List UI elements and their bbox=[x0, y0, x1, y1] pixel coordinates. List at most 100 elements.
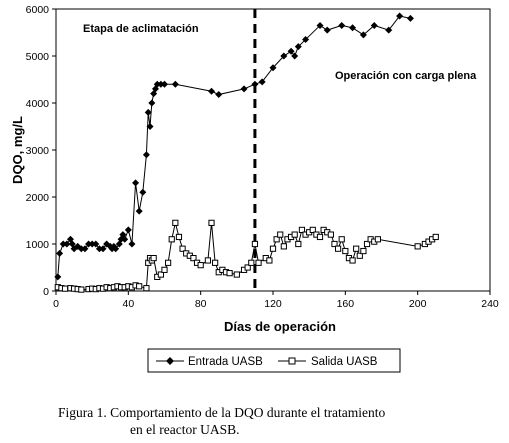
data-point-salida bbox=[136, 283, 143, 290]
data-point-entrada bbox=[81, 245, 89, 253]
data-point-salida bbox=[251, 240, 259, 248]
data-point-entrada bbox=[370, 21, 378, 29]
data-point-salida bbox=[298, 226, 306, 234]
y-tick-label: 5000 bbox=[26, 51, 50, 63]
data-point-entrada bbox=[112, 245, 120, 253]
data-point-salida bbox=[175, 233, 183, 241]
data-point-salida bbox=[349, 257, 356, 264]
data-point-entrada bbox=[251, 80, 259, 88]
data-point-entrada bbox=[121, 235, 129, 243]
data-point-salida bbox=[61, 285, 69, 292]
series-line bbox=[57, 15, 411, 277]
data-point-entrada bbox=[208, 87, 216, 95]
x-tick-label: 200 bbox=[409, 298, 427, 310]
data-point-salida bbox=[342, 247, 349, 255]
data-point-entrada bbox=[215, 91, 223, 99]
data-point-entrada bbox=[153, 80, 161, 88]
data-point-salida bbox=[291, 231, 298, 238]
series-entrada-uasb bbox=[54, 12, 414, 281]
data-point-entrada bbox=[99, 245, 107, 253]
data-point-salida bbox=[172, 219, 179, 226]
y-tick-label: 4000 bbox=[26, 98, 50, 110]
data-point-entrada bbox=[280, 52, 288, 60]
data-point-salida bbox=[197, 262, 204, 269]
data-point-entrada bbox=[171, 80, 179, 88]
data-point-entrada bbox=[132, 179, 140, 187]
data-point-salida bbox=[78, 286, 85, 293]
data-point-salida bbox=[179, 245, 186, 252]
data-point-salida bbox=[168, 236, 175, 243]
series-line bbox=[57, 222, 437, 291]
data-point-salida bbox=[190, 255, 197, 262]
data-point-salida bbox=[316, 233, 324, 241]
chart: 0 40 80 120 160 200 240 0 1000 2000 3000 4000 5000 6… bbox=[10, 4, 499, 373]
data-point-entrada bbox=[302, 36, 310, 44]
data-point-entrada bbox=[359, 31, 367, 39]
caption-line-1: Figura 1. Comportamiento de la DQO duran… bbox=[58, 405, 386, 420]
data-point-salida bbox=[269, 245, 277, 252]
data-point-entrada bbox=[54, 273, 62, 281]
data-point-salida bbox=[244, 264, 251, 271]
data-point-salida bbox=[327, 231, 334, 238]
data-point-salida bbox=[335, 245, 342, 252]
data-point-entrada bbox=[157, 80, 165, 88]
data-point-entrada bbox=[161, 80, 168, 88]
data-point-salida bbox=[360, 247, 367, 255]
x-axis-ticks: 0 40 80 120 160 200 240 bbox=[53, 291, 499, 310]
data-point-entrada bbox=[124, 226, 132, 234]
x-tick-label: 240 bbox=[481, 298, 499, 310]
caption-line-2: en el reactor UASB. bbox=[130, 422, 240, 437]
data-point-salida bbox=[432, 233, 439, 241]
data-point-salida bbox=[208, 219, 215, 226]
data-point-entrada bbox=[323, 26, 331, 34]
data-point-entrada bbox=[338, 21, 346, 29]
data-point-salida bbox=[353, 245, 360, 252]
annotation-phase2: Operación con carga plena bbox=[335, 70, 477, 82]
data-point-entrada bbox=[294, 43, 302, 51]
data-point-entrada bbox=[291, 52, 299, 60]
data-point-salida bbox=[233, 271, 240, 278]
series-salida-uasb bbox=[54, 219, 439, 293]
y-tick-label: 3000 bbox=[26, 145, 50, 157]
data-point-entrada bbox=[92, 240, 100, 248]
data-point-entrada bbox=[95, 245, 103, 253]
y-tick-label: 6000 bbox=[26, 4, 50, 16]
y-tick-label: 2000 bbox=[26, 192, 50, 204]
data-point-entrada bbox=[269, 64, 277, 72]
data-point-entrada bbox=[56, 249, 64, 257]
x-axis-title: Días de operación bbox=[224, 319, 336, 334]
data-point-entrada bbox=[385, 26, 393, 34]
figure-caption: Figura 1. Comportamiento de la DQO duran… bbox=[58, 404, 498, 438]
data-point-entrada bbox=[144, 108, 152, 116]
data-point-entrada bbox=[240, 85, 248, 93]
data-point-salida bbox=[363, 240, 371, 248]
data-point-salida bbox=[414, 243, 421, 250]
data-point-salida bbox=[161, 266, 168, 273]
data-point-entrada bbox=[85, 240, 93, 248]
data-point-salida bbox=[309, 226, 316, 234]
data-point-salida bbox=[356, 252, 363, 259]
y-axis-ticks: 0 1000 2000 3000 4000 5000 6000 bbox=[26, 4, 56, 298]
data-point-entrada bbox=[128, 240, 136, 248]
legend-label-entrada: Entrada UASB bbox=[188, 356, 263, 368]
data-point-salida bbox=[273, 236, 280, 243]
data-point-entrada bbox=[77, 245, 85, 253]
y-tick-label: 0 bbox=[43, 286, 49, 298]
x-tick-label: 120 bbox=[264, 298, 282, 310]
data-point-entrada bbox=[142, 151, 150, 159]
legend-marker-entrada bbox=[166, 357, 174, 365]
legend-marker-salida bbox=[288, 357, 296, 365]
data-point-entrada bbox=[287, 47, 295, 55]
data-point-salida bbox=[266, 257, 273, 264]
y-tick-label: 1000 bbox=[26, 239, 50, 251]
data-point-salida bbox=[338, 236, 345, 243]
data-point-entrada bbox=[316, 21, 324, 29]
data-point-salida bbox=[255, 259, 262, 266]
data-point-entrada bbox=[146, 123, 154, 130]
annotation-phase1: Etapa de aclimatación bbox=[83, 23, 199, 35]
data-point-salida bbox=[277, 231, 284, 238]
data-point-salida bbox=[212, 259, 219, 266]
legend-label-salida: Salida UASB bbox=[311, 356, 378, 368]
x-tick-label: 80 bbox=[195, 298, 207, 310]
data-point-entrada bbox=[349, 24, 357, 32]
